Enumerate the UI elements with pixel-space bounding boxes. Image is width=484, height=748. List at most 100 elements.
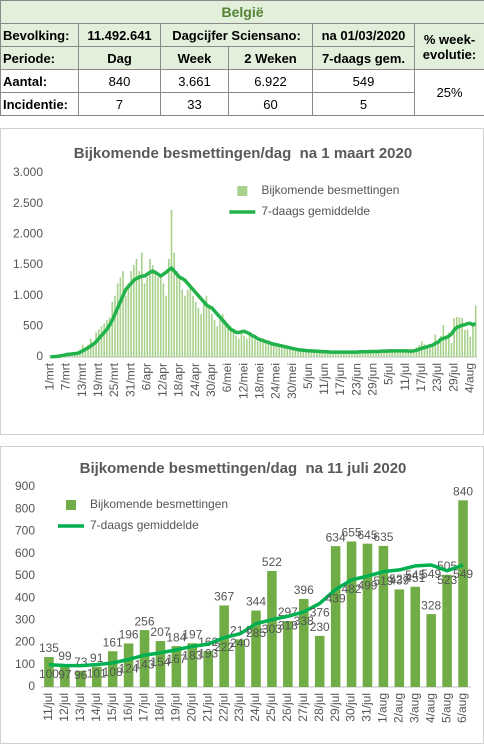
bar-value-label: 635 xyxy=(373,530,393,544)
bar xyxy=(114,296,116,357)
y-tick-label: 300 xyxy=(15,613,35,627)
bar xyxy=(179,277,181,357)
x-tick-label: 6/mei xyxy=(220,363,234,392)
bar-value-label: 840 xyxy=(453,485,473,499)
x-tick-label: 29/jul xyxy=(328,693,342,722)
bar xyxy=(128,283,130,357)
bar xyxy=(260,342,262,357)
cell: Incidentie: xyxy=(1,93,79,116)
legend-swatch xyxy=(237,186,247,196)
bar xyxy=(117,283,119,357)
bar xyxy=(379,546,389,687)
bar xyxy=(241,332,243,357)
bar xyxy=(111,302,113,357)
bar xyxy=(475,305,477,357)
x-tick-label: 5/jun xyxy=(301,363,315,389)
x-tick-label: 11/jul xyxy=(398,363,412,391)
y-tick-label: 1.500 xyxy=(13,257,43,271)
x-tick-label: 20/jul xyxy=(184,693,198,722)
bar xyxy=(98,329,100,357)
y-tick-label: 200 xyxy=(15,635,35,649)
bar-value-label: 196 xyxy=(119,628,139,642)
bar xyxy=(216,326,218,357)
x-tick-label: 23/jul xyxy=(232,693,246,722)
bar xyxy=(451,343,453,357)
cell: na 01/03/2020 xyxy=(313,24,415,47)
bar xyxy=(219,320,221,357)
x-tick-label: 24/mei xyxy=(269,363,283,399)
x-tick-label: 4/aug xyxy=(423,693,437,723)
x-tick-label: 18/jul xyxy=(153,693,167,722)
bar xyxy=(235,336,237,357)
bar xyxy=(469,337,471,357)
x-tick-label: 3/aug xyxy=(407,693,421,723)
bar xyxy=(284,348,286,357)
cell: 549 xyxy=(313,70,415,93)
bar xyxy=(171,210,173,357)
bar xyxy=(437,344,439,357)
bar xyxy=(238,339,240,357)
x-tick-label: 29/jul xyxy=(446,363,460,392)
bar xyxy=(181,290,183,357)
x-tick-label: 5/aug xyxy=(439,693,453,723)
cell: 11.492.641 xyxy=(79,24,161,47)
x-tick-label: 18/mei xyxy=(252,363,266,399)
bar xyxy=(184,296,186,357)
bar xyxy=(192,296,194,357)
cell: Bevolking: xyxy=(1,24,79,47)
x-tick-label: 30/jul xyxy=(344,693,358,722)
x-tick-label: 31/jul xyxy=(360,693,374,722)
bar xyxy=(443,325,445,357)
cell: 6.922 xyxy=(229,70,313,93)
table-title: België xyxy=(1,1,484,24)
x-tick-label: 1/aug xyxy=(376,693,390,723)
bar xyxy=(464,330,466,357)
bar xyxy=(103,323,105,357)
bar xyxy=(141,253,143,357)
line-value-label: 549 xyxy=(453,567,473,581)
bar xyxy=(214,320,216,357)
bar xyxy=(276,346,278,357)
bar xyxy=(442,575,452,687)
bar xyxy=(122,271,124,357)
x-tick-label: 11/jun xyxy=(317,363,331,395)
bar-value-label: 367 xyxy=(214,590,234,604)
y-tick-label: 700 xyxy=(15,524,35,538)
bar xyxy=(467,329,469,357)
x-tick-label: 2/aug xyxy=(392,693,406,723)
legend-swatch xyxy=(66,500,76,510)
bar-value-label: 99 xyxy=(58,649,72,663)
y-tick-label: 0 xyxy=(28,679,35,693)
y-tick-label: 600 xyxy=(15,546,35,560)
y-tick-label: 3.000 xyxy=(13,165,43,179)
x-tick-label: 25/mrt xyxy=(107,362,121,397)
y-tick-label: 900 xyxy=(15,479,35,493)
cell: Dagcijfer Sciensano: xyxy=(161,24,313,47)
x-tick-label: 12/jul xyxy=(57,693,71,722)
x-tick-label: 17/jun xyxy=(333,363,347,396)
bar xyxy=(391,352,393,357)
cell: 7 xyxy=(79,93,161,116)
x-tick-label: 15/jul xyxy=(105,693,119,722)
y-tick-label: 1.000 xyxy=(13,288,43,302)
bar xyxy=(195,302,197,357)
bar xyxy=(395,589,405,687)
x-tick-label: 16/jul xyxy=(121,693,135,722)
cell: % week-evolutie: xyxy=(415,24,484,70)
x-tick-label: 30/apr xyxy=(204,363,218,397)
x-tick-label: 31/mrt xyxy=(123,362,137,397)
bar xyxy=(472,326,474,357)
x-tick-label: 24/jul xyxy=(248,693,262,722)
x-tick-label: 6/aug xyxy=(455,693,469,723)
x-tick-label: 7/mrt xyxy=(59,362,73,390)
bar xyxy=(251,336,253,357)
x-tick-label: 22/jul xyxy=(216,693,230,722)
cell: Dag xyxy=(79,47,161,70)
legend-label: Bijkomende besmettingen xyxy=(261,183,399,197)
cell: 25% xyxy=(415,70,484,116)
cell: 60 xyxy=(229,93,313,116)
y-tick-label: 0 xyxy=(36,349,43,363)
cell: Aantal: xyxy=(1,70,79,93)
bar xyxy=(286,348,288,357)
